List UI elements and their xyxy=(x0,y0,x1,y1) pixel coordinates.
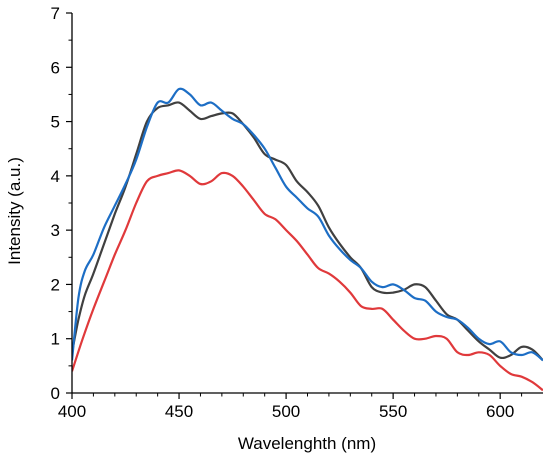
y-tick-label: 7 xyxy=(51,4,60,23)
series-lines xyxy=(72,87,543,392)
y-tick-label: 6 xyxy=(51,58,60,77)
y-tick-label: 5 xyxy=(51,113,60,132)
series-line-2 xyxy=(72,87,543,362)
y-tick-label: 3 xyxy=(51,221,60,240)
x-axis-title: Wavelenghth (nm) xyxy=(238,434,376,453)
x-tick-label: 400 xyxy=(58,402,86,421)
x-tick-label: 500 xyxy=(272,402,300,421)
y-tick-label: 0 xyxy=(51,384,60,403)
x-tick-label: 550 xyxy=(379,402,407,421)
y-tick-label: 2 xyxy=(51,275,60,294)
series-line-3 xyxy=(72,169,543,392)
y-axis-title: Intensity (a.u.) xyxy=(5,157,24,265)
y-tick-label: 4 xyxy=(51,167,60,186)
axes: 400 450 500 550 600 0 1 2 3 4 5 6 7 xyxy=(51,4,543,421)
x-tick-label: 600 xyxy=(486,402,514,421)
series-line-1 xyxy=(72,101,543,362)
x-tick-label: 450 xyxy=(165,402,193,421)
y-tick-label: 1 xyxy=(51,330,60,349)
